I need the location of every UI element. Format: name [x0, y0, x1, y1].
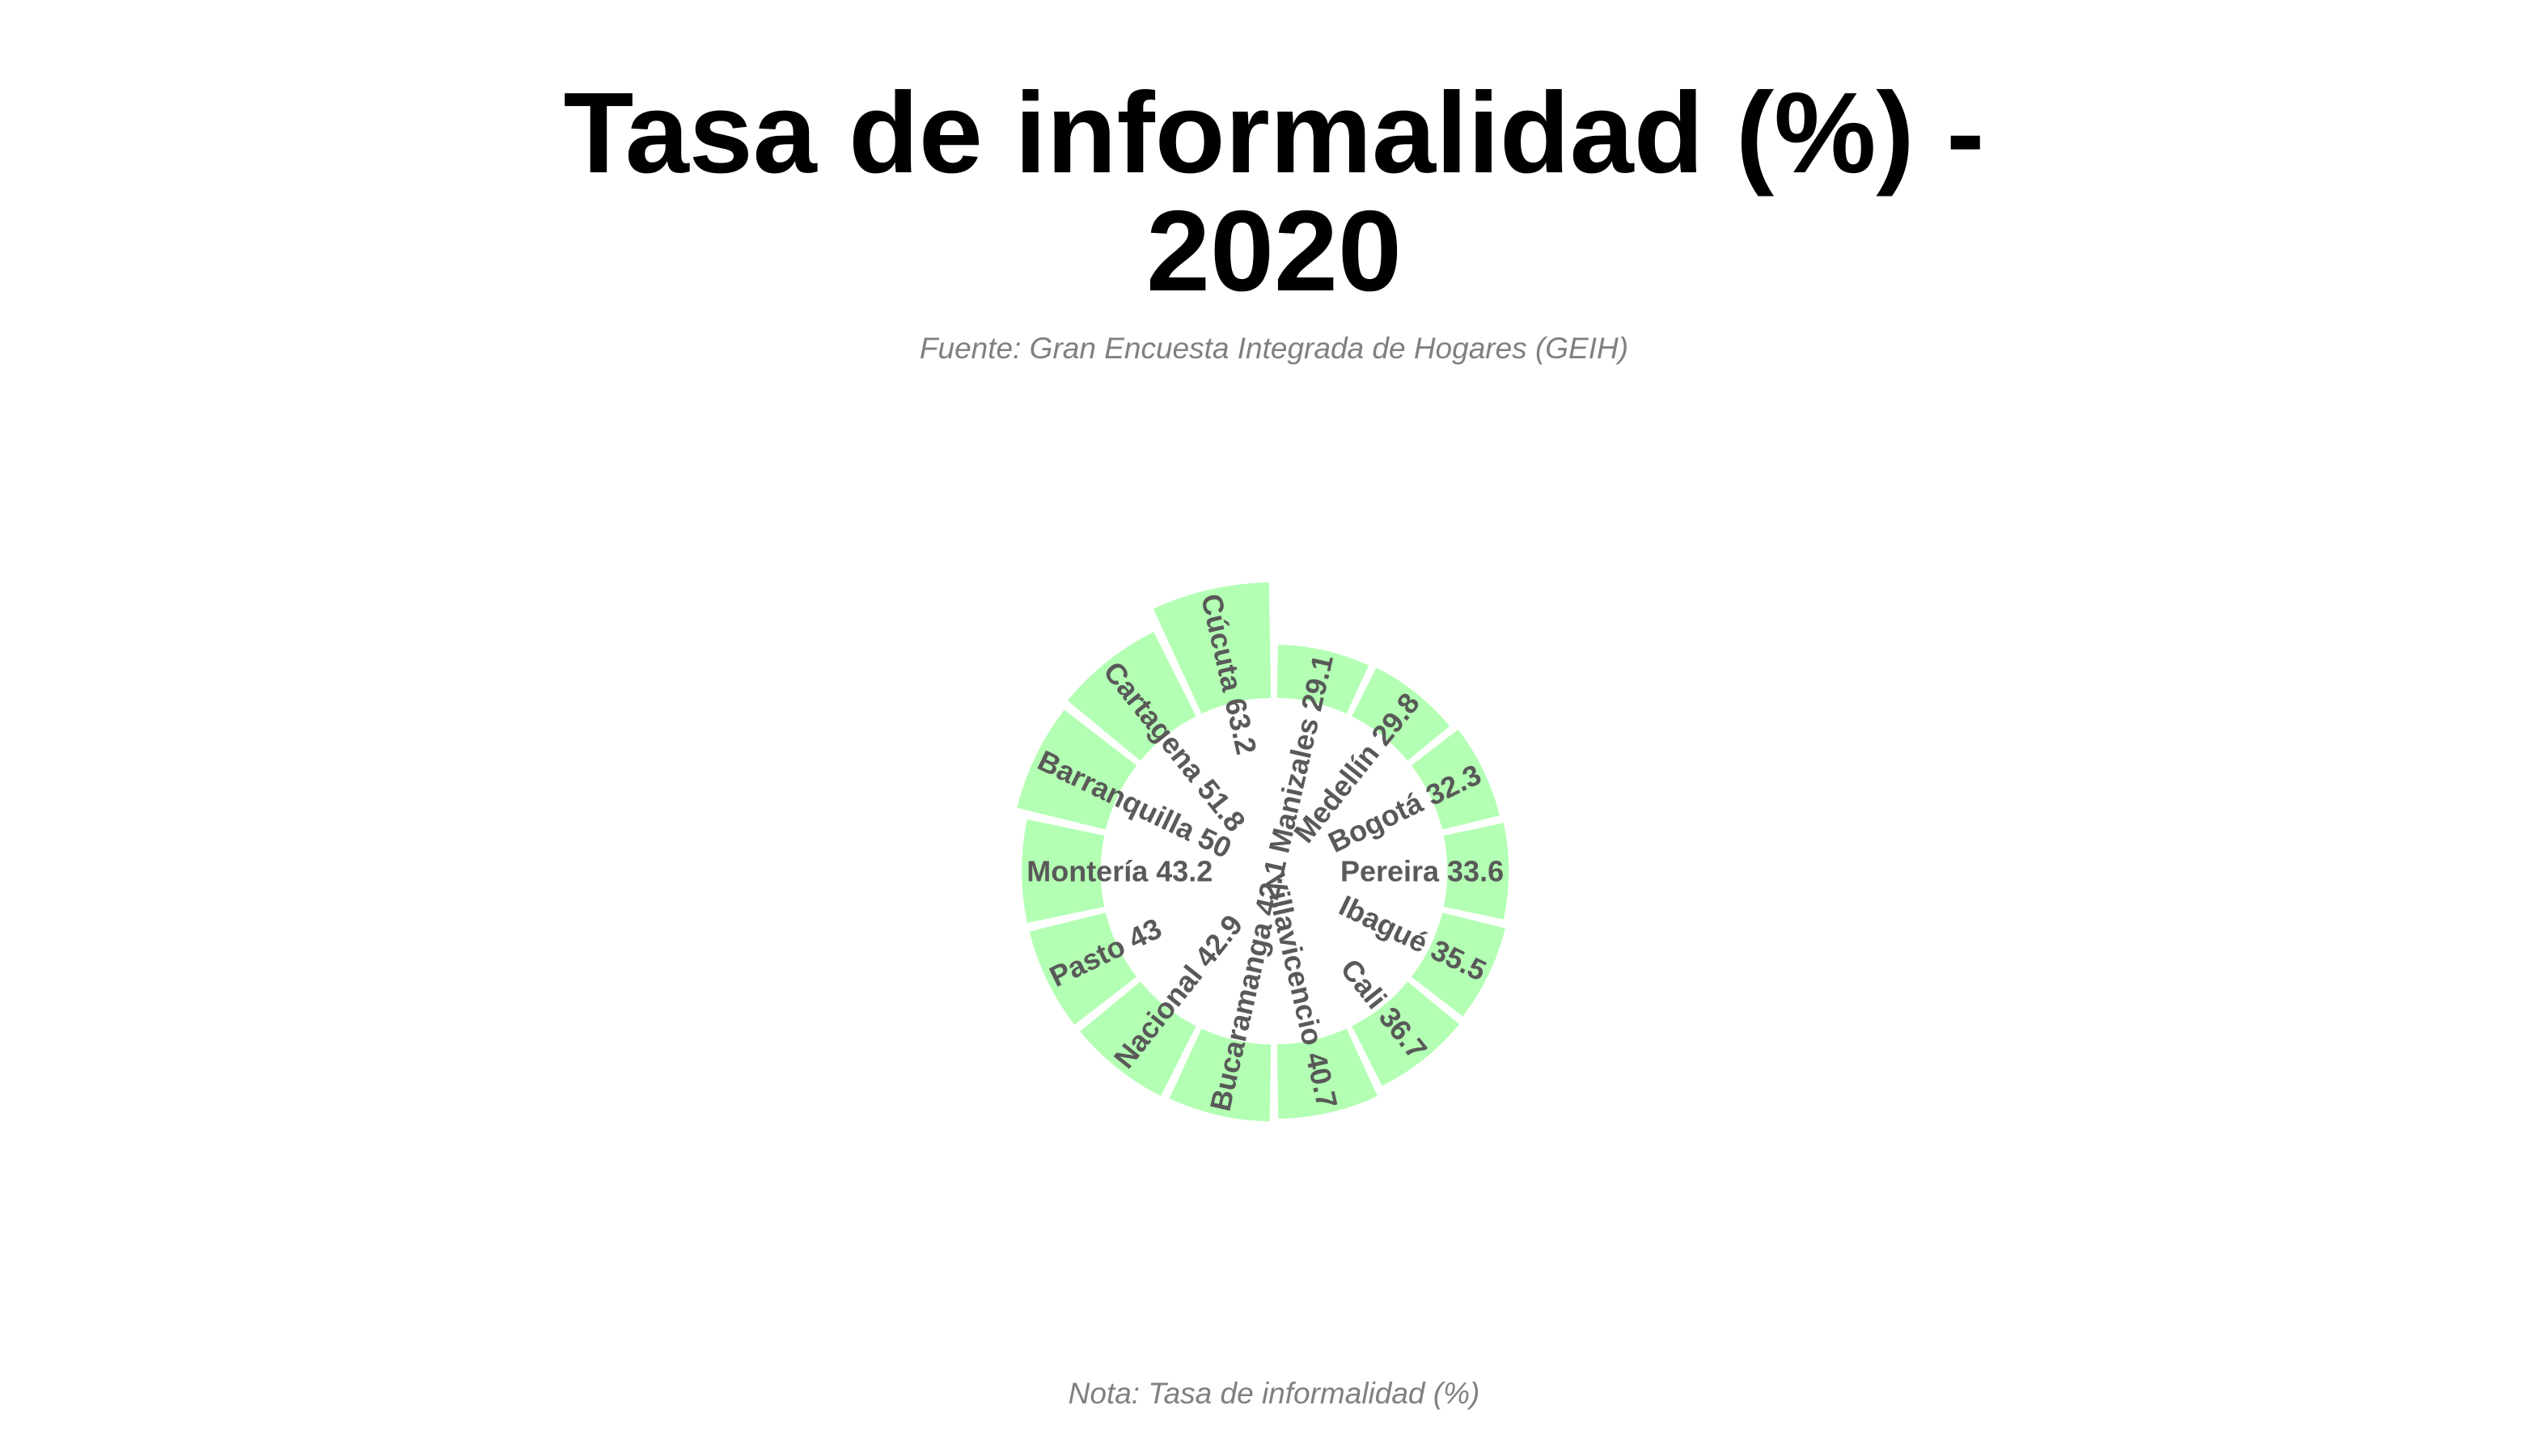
bar-label-montería: Montería 43.2 — [1026, 855, 1213, 888]
bar-montería — [1022, 819, 1105, 924]
bar-bogotá — [1411, 729, 1500, 830]
chart-subtitle: Fuente: Gran Encuesta Integrada de Hogar… — [919, 332, 1629, 365]
bar-cúcuta — [1153, 582, 1272, 714]
bar-villavicencio — [1276, 1028, 1378, 1120]
bar-medellín — [1352, 667, 1450, 761]
bar-nacional — [1080, 981, 1196, 1096]
bar-cali — [1352, 981, 1460, 1086]
chart-title-line-2: 2020 — [1146, 187, 1402, 315]
bar-label-pereira: Pereira 33.6 — [1340, 855, 1504, 888]
bar-cartagena — [1067, 632, 1196, 761]
bar-manizales — [1276, 645, 1369, 714]
bar-barranquilla — [1017, 709, 1137, 830]
bars-group — [1017, 582, 1509, 1122]
chart-title: Tasa de informalidad (%) - 2020 — [0, 74, 2548, 311]
bar-pasto — [1029, 912, 1137, 1025]
bar-pereira — [1443, 823, 1509, 920]
chart-caption: Nota: Tasa de informalidad (%) — [1068, 1377, 1480, 1410]
bar-bucaramanga — [1169, 1028, 1272, 1122]
chart-title-line-1: Tasa de informalidad (%) - — [563, 69, 1985, 197]
bar-ibagué — [1411, 912, 1505, 1017]
